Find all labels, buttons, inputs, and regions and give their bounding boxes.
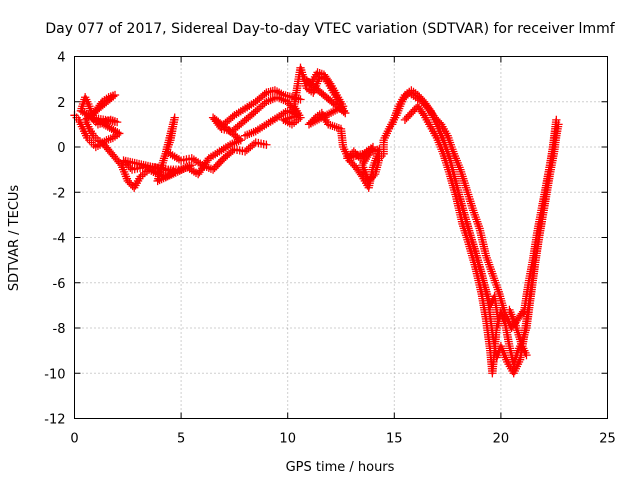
data-point [522, 351, 531, 360]
y-tick-label: -4 [53, 232, 66, 247]
data-points [70, 63, 563, 378]
data-point [405, 110, 414, 119]
data-point [126, 180, 136, 189]
plot-frame [74, 56, 608, 419]
x-tick-label: 0 [70, 432, 78, 447]
data-point [402, 114, 411, 123]
x-tick-label: 25 [599, 432, 616, 447]
data-point [407, 108, 416, 118]
data-point [218, 155, 227, 165]
x-axis-tick-labels: 0 5 10 15 20 25 [70, 432, 615, 447]
data-point [494, 319, 503, 328]
y-tick-label: -10 [44, 367, 65, 382]
data-point [400, 115, 410, 124]
y-tick-label: 2 [57, 96, 65, 111]
x-tick-label: 10 [279, 432, 296, 447]
chart-title: Day 077 of 2017, Sidereal Day-to-day VTE… [45, 21, 615, 37]
y-tick-label: -2 [53, 186, 66, 201]
data-point [216, 157, 225, 166]
y-tick-label: -6 [53, 277, 66, 292]
y-axis-label: SDTVAR / TECUs [7, 185, 22, 292]
data-point [408, 107, 418, 116]
y-axis-tick-labels: 4 2 0 -2 -4 -6 -8 -10 -12 [44, 51, 65, 428]
y-tick-label: 0 [57, 141, 65, 156]
data-point [213, 160, 222, 169]
data-point [348, 159, 357, 169]
data-point [215, 159, 224, 168]
y-tick-label: -8 [53, 322, 66, 337]
data-point [552, 115, 561, 124]
data-point [210, 163, 219, 173]
x-tick-label: 5 [177, 432, 185, 447]
y-tick-label: 4 [57, 51, 65, 66]
y-tick-label: -12 [44, 413, 65, 428]
data-point [208, 165, 218, 174]
data-point [404, 112, 413, 121]
data-point [211, 162, 221, 171]
data-point [262, 140, 271, 149]
x-tick-label: 20 [493, 432, 510, 447]
x-tick-label: 15 [386, 432, 403, 447]
x-axis-label: GPS time / hours [286, 460, 395, 475]
